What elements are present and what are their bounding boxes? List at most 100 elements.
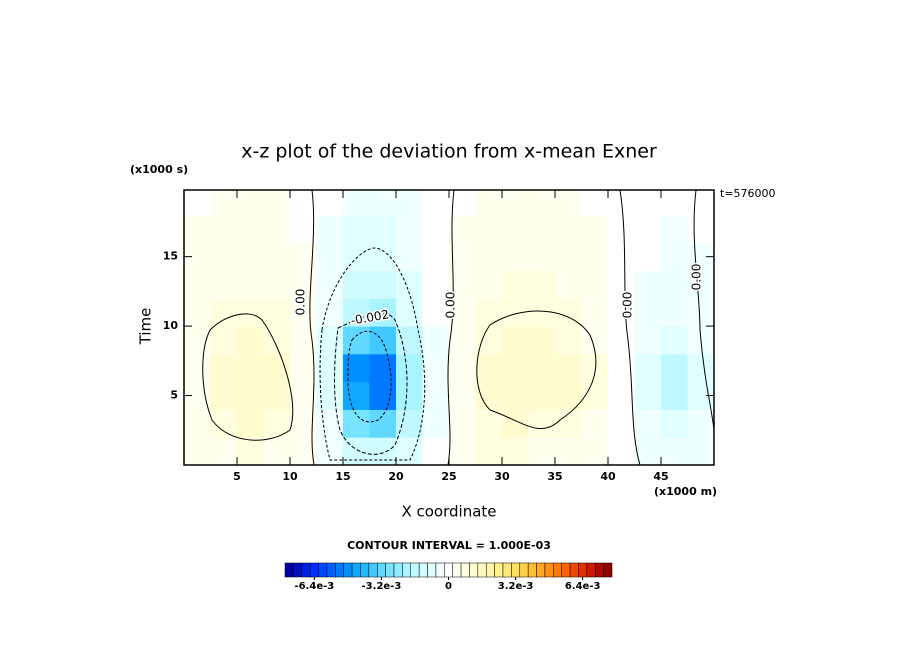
- cell: [502, 215, 529, 244]
- contour-line: [309, 189, 315, 466]
- cell: [502, 381, 529, 410]
- cell: [422, 270, 450, 299]
- cell: [661, 270, 688, 299]
- x-tick-label: 20: [388, 470, 404, 483]
- cell: [581, 242, 609, 272]
- cell: [661, 381, 688, 410]
- colorbar-box: [485, 562, 495, 578]
- colorbar-box: [360, 562, 370, 578]
- cell: [528, 409, 556, 438]
- cell: [237, 190, 264, 216]
- colorbar-box: [326, 562, 336, 578]
- cell: [396, 381, 423, 410]
- cell: [316, 437, 344, 466]
- cell: [343, 409, 370, 438]
- cell: [263, 215, 291, 244]
- cell: [210, 242, 238, 272]
- contour-label: 0.00: [444, 292, 458, 319]
- colorbar-box: [469, 562, 479, 578]
- cell: [422, 298, 450, 327]
- cell: [608, 298, 635, 327]
- cell: [237, 353, 264, 383]
- cell: [184, 270, 211, 299]
- cell: [475, 242, 503, 272]
- contour-label: 0.00: [294, 289, 308, 316]
- cell: [237, 270, 264, 299]
- cell: [661, 298, 688, 327]
- cell: [210, 298, 238, 327]
- colorbar-box: [402, 562, 412, 578]
- cell: [449, 353, 476, 383]
- x-tick-label: 15: [335, 470, 350, 483]
- cell: [396, 298, 423, 327]
- cell: [555, 270, 582, 299]
- cell: [369, 270, 397, 299]
- contour-line: [447, 189, 455, 466]
- colorbar-box: [502, 562, 512, 578]
- cell: [634, 270, 662, 299]
- cell: [369, 381, 397, 410]
- colorbar-box: [594, 562, 604, 578]
- colorbar-box: [477, 562, 487, 578]
- cell: [263, 298, 291, 327]
- cell: [581, 270, 609, 299]
- cell: [634, 298, 662, 327]
- cell: [210, 190, 238, 216]
- cell: [475, 215, 503, 244]
- cell: [237, 298, 264, 327]
- cell: [475, 270, 503, 299]
- colorbar-tick-label: -3.2e-3: [362, 581, 402, 592]
- cell: [263, 381, 291, 410]
- colorbar-box: [544, 562, 554, 578]
- cell: [369, 298, 397, 327]
- cell: [661, 215, 688, 244]
- cell: [555, 242, 582, 272]
- cell: [634, 326, 662, 355]
- cell: [502, 353, 529, 383]
- colorbar-box: [519, 562, 529, 578]
- cell: [608, 215, 635, 244]
- cell: [608, 326, 635, 355]
- cell: [687, 270, 715, 299]
- chart-title: x-z plot of the deviation from x-mean Ex…: [241, 141, 657, 163]
- cell: [290, 270, 317, 299]
- contour-label: 0.00: [690, 264, 704, 291]
- x-axis-label: X coordinate: [401, 503, 496, 521]
- cell: [528, 215, 556, 244]
- cell: [369, 437, 397, 466]
- colorbar-box: [511, 562, 521, 578]
- cell: [449, 409, 476, 438]
- cell: [661, 242, 688, 272]
- cell: [343, 437, 370, 466]
- cell: [184, 326, 211, 355]
- cell: [528, 242, 556, 272]
- contour-line: [319, 247, 426, 461]
- y-tick-label: 5: [170, 389, 178, 402]
- cell: [369, 353, 397, 383]
- cell: [237, 437, 264, 466]
- cell: [555, 353, 582, 383]
- cell: [634, 242, 662, 272]
- colorbar-box: [444, 562, 453, 578]
- cell: [396, 353, 423, 383]
- cell: [502, 437, 529, 466]
- cell: [687, 298, 715, 327]
- colorbar-box: [410, 562, 420, 578]
- colorbar-box: [309, 562, 319, 578]
- colorbar-box: [569, 562, 579, 578]
- cell: [608, 381, 635, 410]
- colorbar-box: [527, 562, 537, 578]
- contour-label: 0.00: [621, 292, 635, 319]
- cell: [555, 381, 582, 410]
- colorbar-box: [351, 562, 361, 578]
- colorbar-box: [318, 562, 328, 578]
- cell: [316, 270, 344, 299]
- cell: [634, 353, 662, 383]
- cell: [449, 437, 476, 466]
- cell: [237, 409, 264, 438]
- cell: [502, 242, 529, 272]
- cell: [422, 437, 450, 466]
- cell: [581, 381, 609, 410]
- cell: [634, 381, 662, 410]
- cell: [661, 353, 688, 383]
